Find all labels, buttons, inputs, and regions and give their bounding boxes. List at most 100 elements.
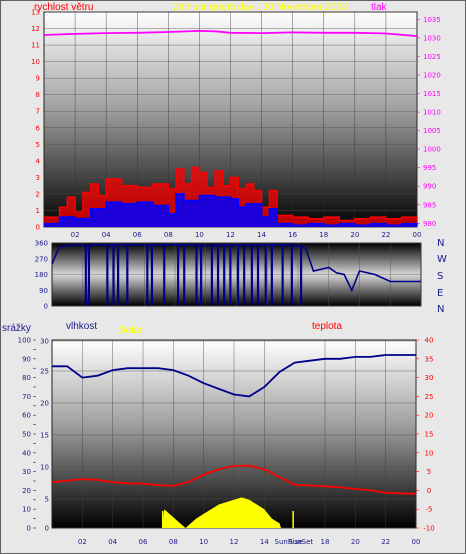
temperature-axis: -10 -5 0 5 10 15 20 25 30 35 40 — [416, 337, 435, 533]
compass-label: S — [437, 271, 443, 282]
humidity-tick: 25 — [40, 368, 49, 376]
solar-label: Solar — [119, 325, 143, 336]
wind-speed-tick: 2 — [36, 190, 40, 198]
temperature-tick: 20 — [425, 412, 434, 420]
rain-tick: 60 — [22, 412, 31, 420]
wind-pressure-series — [43, 29, 418, 227]
rain-tick: 20 — [22, 487, 31, 495]
pressure-tick: 1015 — [423, 90, 441, 98]
pressure-tick: 1010 — [423, 109, 441, 117]
direction-tick: 270 — [35, 255, 48, 263]
compass-label: W — [437, 254, 447, 265]
time-tick: 10 — [195, 231, 204, 239]
pressure-tick: 1030 — [423, 34, 441, 42]
pressure-tick: 1035 — [423, 16, 441, 24]
rain-tick: 80 — [22, 374, 31, 382]
temperature-line — [51, 464, 417, 495]
time-tick: 22 — [381, 538, 390, 546]
direction-tick: 180 — [35, 271, 48, 279]
temperature-tick: 40 — [425, 337, 434, 345]
wind-speed-tick: 4 — [36, 157, 41, 165]
humidity-tick: 30 — [40, 338, 49, 346]
sun-event-tick: SunRise — [275, 538, 303, 546]
time-tick: 16 — [288, 231, 297, 239]
wind-speed-label: rychlost větru — [34, 2, 93, 13]
temperature-tick: 35 — [425, 355, 434, 363]
temperature-tick: 25 — [425, 393, 434, 401]
rain-tick: 50 — [22, 431, 31, 439]
wind-speed-tick: 13 — [31, 9, 40, 17]
temperature-tick: 5 — [427, 468, 431, 476]
temperature-tick: 10 — [425, 449, 434, 457]
wind-time-axis: 02 04 06 08 10 12 14 16 18 20 22 00 — [71, 231, 422, 239]
humidity-tick: 0 — [45, 525, 49, 533]
time-tick: 06 — [139, 538, 148, 546]
wind-speed-tick: 11 — [31, 42, 40, 50]
time-tick: 00 — [412, 538, 421, 546]
humidity-tick: 20 — [40, 400, 49, 408]
rain-tick: 0 — [27, 525, 31, 533]
rain-tick: 40 — [22, 449, 31, 457]
pressure-tick: 1005 — [423, 127, 441, 135]
humidity-tick: 10 — [40, 464, 49, 472]
rain-axis: 0 10 20 30 40 50 60 70 80 90 100 — [18, 337, 36, 533]
pressure-tick: 1000 — [423, 146, 441, 154]
time-tick: 04 — [108, 538, 117, 546]
time-tick: 00 — [413, 231, 422, 239]
solar-area — [162, 497, 281, 528]
time-tick: 08 — [169, 538, 178, 546]
time-tick: 12 — [226, 231, 235, 239]
wind-speed-tick: 3 — [36, 174, 40, 182]
wind-speed-tick: 5 — [36, 141, 40, 149]
compass-label: N — [437, 238, 444, 249]
wind-gust-line — [44, 166, 418, 222]
wind-speed-tick: 0 — [36, 224, 40, 232]
temperature-tick: -5 — [426, 506, 433, 514]
pressure-tick: 985 — [423, 201, 436, 209]
time-tick: 20 — [350, 231, 359, 239]
compass-label: N — [437, 304, 444, 315]
direction-tick: 0 — [44, 303, 48, 311]
rain-tick: 70 — [22, 393, 31, 401]
time-tick: 14 — [260, 538, 269, 546]
time-tick: 04 — [102, 231, 111, 239]
time-tick: 06 — [133, 231, 142, 239]
compass-label: E — [437, 288, 443, 299]
time-tick: 10 — [199, 538, 208, 546]
time-tick: 20 — [351, 538, 360, 546]
time-tick: 12 — [230, 538, 239, 546]
temperature-tick: -10 — [423, 525, 434, 533]
direction-gridlines — [52, 242, 422, 307]
rain-tick: 10 — [22, 506, 31, 514]
wind-speed-tick: 9 — [36, 75, 40, 83]
direction-axis: 360 270 180 90 0 — [35, 240, 48, 311]
rain-tick: 90 — [22, 355, 31, 363]
temperature-label: teplota — [312, 321, 342, 332]
wind-average-line — [44, 193, 418, 227]
direction-tick: 90 — [39, 287, 48, 295]
rain-label: srážky — [2, 323, 31, 334]
pressure-label: tlak — [371, 2, 388, 13]
wind-average-area — [44, 193, 417, 227]
time-tick: 18 — [319, 231, 328, 239]
rain-tick: 30 — [22, 468, 31, 476]
time-tick: 02 — [71, 231, 80, 239]
temperature-tick: 30 — [425, 374, 434, 382]
time-tick: 02 — [78, 538, 87, 546]
humidity-tick: 15 — [40, 432, 49, 440]
graph-title: 24 hour graph day : 30 November 2024 — [173, 2, 348, 13]
pressure-tick: 1020 — [423, 72, 441, 80]
humidity-tick: 5 — [45, 496, 49, 504]
time-tick: 08 — [164, 231, 173, 239]
wind-speed-tick: 8 — [36, 91, 40, 99]
direction-tick: 360 — [35, 240, 48, 248]
humidity-label: vlhkost — [66, 321, 97, 332]
pressure-tick: 990 — [423, 183, 436, 191]
pressure-axis: 980 985 990 995 1000 1005 1010 1015 1020 1025 1030… — [417, 16, 441, 228]
wind-speed-tick: 6 — [36, 124, 41, 132]
wind-speed-tick: 10 — [31, 58, 40, 66]
